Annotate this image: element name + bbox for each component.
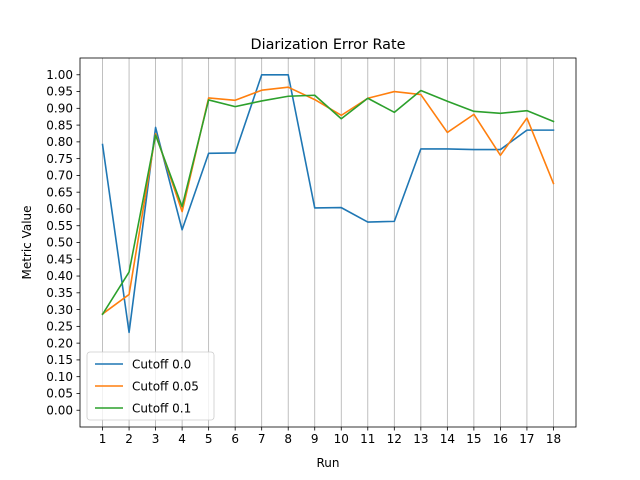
y-tick-label: 0.80: [46, 135, 73, 149]
x-tick-label: 5: [205, 432, 213, 446]
legend-box: [86, 351, 215, 421]
x-tick-label: 13: [413, 432, 428, 446]
y-tick-label: 0.05: [46, 387, 73, 401]
y-ticks: 0.00 0.05 0.10 0.15 0.20 0.25 0.30 0.35 0.40 0.45…: [46, 68, 80, 417]
y-tick-label: 0.15: [46, 353, 73, 367]
y-tick-label: 0.40: [46, 269, 73, 283]
y-tick-label: 0.90: [46, 102, 73, 116]
y-tick-label: 0.70: [46, 169, 73, 183]
legend-label: Cutoff 0.0: [132, 357, 191, 371]
x-tick-label: 1: [99, 432, 107, 446]
series-layer: [101, 73, 555, 334]
y-tick-label: 0.75: [46, 152, 73, 166]
y-tick-label: 0.60: [46, 202, 73, 216]
x-tick-label: 12: [387, 432, 402, 446]
y-tick-label: 0.35: [46, 286, 73, 300]
legend-label: Cutoff 0.1: [132, 401, 191, 415]
x-tick-label: 15: [466, 432, 481, 446]
x-tick-label: 8: [284, 432, 292, 446]
y-tick-label: 0.95: [46, 85, 73, 99]
y-tick-label: 0.25: [46, 320, 73, 334]
y-tick-label: 0.45: [46, 252, 73, 266]
x-tick-label: 4: [178, 432, 186, 446]
y-tick-label: 0.30: [46, 303, 73, 317]
x-axis-label: Run: [316, 456, 339, 470]
series-line-3: [101, 89, 555, 316]
y-tick-label: 0.00: [46, 403, 73, 417]
y-tick-label: 0.55: [46, 219, 73, 233]
y-tick-label: 0.20: [46, 336, 73, 350]
x-tick-label: 16: [493, 432, 508, 446]
x-tick-label: 10: [334, 432, 349, 446]
x-ticks: 1 2 3 4 5 6 7 8 9 10 11 12 13 14 15 16 17 18: [99, 427, 561, 446]
x-tick-label: 9: [311, 432, 319, 446]
x-tick-label: 11: [360, 432, 375, 446]
x-tick-label: 14: [440, 432, 455, 446]
x-tick-label: 7: [258, 432, 266, 446]
y-tick-label: 1.00: [46, 68, 73, 82]
x-tick-label: 3: [152, 432, 160, 446]
y-tick-label: 0.85: [46, 118, 73, 132]
grid-layer: [102, 58, 554, 427]
y-tick-label: 0.50: [46, 236, 73, 250]
x-tick-label: 6: [231, 432, 239, 446]
y-tick-label: 0.65: [46, 185, 73, 199]
y-tick-label: 0.10: [46, 370, 73, 384]
x-tick-label: 18: [546, 432, 561, 446]
x-tick-label: 2: [125, 432, 133, 446]
x-tick-label: 17: [519, 432, 534, 446]
y-axis-label: Metric Value: [20, 205, 34, 279]
series-line-1: [101, 73, 555, 334]
chart-title: Diarization Error Rate: [251, 37, 406, 53]
legend: Cutoff 0.0 Cutoff 0.05 Cutoff 0.1: [86, 351, 215, 421]
legend-label: Cutoff 0.05: [132, 379, 199, 393]
